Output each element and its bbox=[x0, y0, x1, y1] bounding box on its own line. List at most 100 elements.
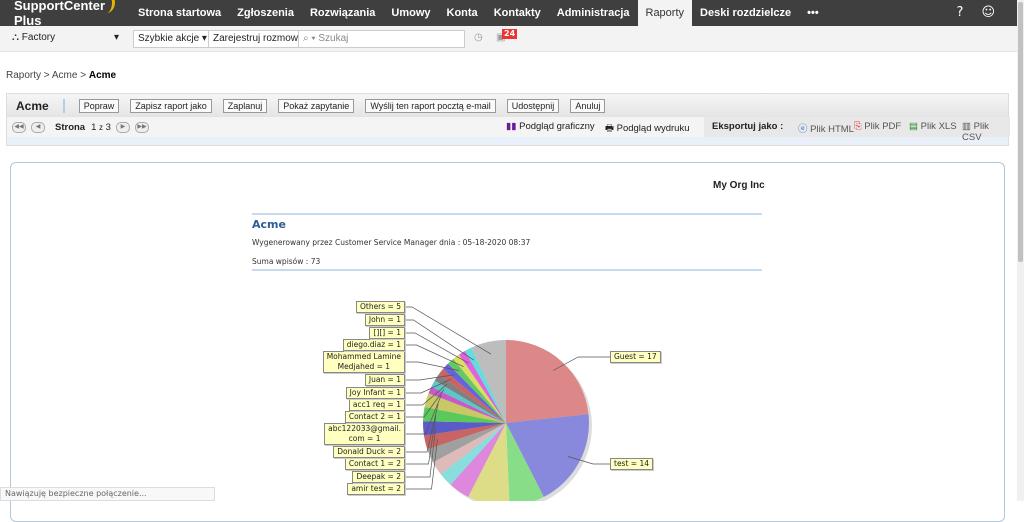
app-logo[interactable]: SupportCenter Plus bbox=[0, 0, 130, 28]
leader-line bbox=[405, 332, 469, 364]
export-bar: Eksportuj jako : ⓔ Plik HTML ⎘ Plik PDF … bbox=[704, 117, 1010, 143]
nav-tab-1[interactable]: Zgłoszenia bbox=[237, 7, 294, 19]
vertical-scrollbar[interactable] bbox=[1017, 0, 1024, 501]
report-panel: Acme Popraw Zapisz raport jako Zaplanuj Pok… bbox=[6, 93, 1010, 146]
slice-label: abc122033@gmail. com = 1 bbox=[324, 423, 405, 445]
toolbar: ⛬ Factory ▾ Szybkie akcje ▾ Zarejestruj r… bbox=[0, 26, 1017, 52]
report-button-0[interactable]: Popraw bbox=[78, 98, 120, 113]
pie-slice bbox=[424, 393, 506, 423]
user-profile-icon[interactable]: ☺ bbox=[981, 5, 995, 20]
slice-label: Contact 1 = 2 bbox=[344, 458, 405, 470]
next-page-button[interactable]: ▶ bbox=[115, 121, 130, 133]
log-call-button[interactable]: Zarejestruj rozmowę bbox=[208, 30, 309, 48]
pie-slice bbox=[434, 374, 506, 423]
search-input[interactable]: ⌕ ▾ Szukaj bbox=[298, 30, 465, 48]
report-button-2[interactable]: Zaplanuj bbox=[222, 98, 268, 113]
pie-slice bbox=[465, 347, 506, 423]
slice-label: John = 1 bbox=[364, 314, 405, 326]
slice-label: test = 14 bbox=[610, 458, 653, 470]
nav-tab-0[interactable]: Strona startowa bbox=[138, 7, 222, 19]
html-file-icon: ⓔ bbox=[798, 124, 811, 135]
slice-label: [][] = 1 bbox=[369, 327, 405, 339]
pie-slice bbox=[443, 363, 506, 423]
generated-info: Wygenerowany przez Customer Service Mana… bbox=[252, 238, 531, 247]
export-html[interactable]: ⓔ Plik HTML bbox=[798, 124, 854, 135]
slice-label: Juan = 1 bbox=[364, 374, 405, 386]
report-button-1[interactable]: Zapisz raport jako bbox=[130, 98, 212, 113]
pie-chart bbox=[405, 306, 610, 501]
export-xls[interactable]: ▤ Plik XLS bbox=[909, 121, 957, 132]
export-pdf[interactable]: ⎘ Plik PDF bbox=[854, 121, 902, 132]
leader-line bbox=[552, 356, 610, 371]
report-title: Acme bbox=[16, 98, 65, 113]
pie-slice bbox=[440, 423, 506, 485]
leader-line bbox=[405, 403, 439, 453]
report-button-4[interactable]: Wyślij ten raport pocztą e-mail bbox=[365, 98, 496, 113]
csv-file-icon: ▥ bbox=[962, 121, 974, 132]
pie-slice bbox=[468, 423, 510, 501]
report-button-3[interactable]: Pokaż zapytanie bbox=[278, 98, 355, 113]
nav-tab-7[interactable]: Raporty bbox=[637, 0, 693, 26]
slice-label: Donald Duck = 2 bbox=[333, 446, 405, 458]
slice-label: diego.diaz = 1 bbox=[342, 339, 405, 351]
slice-label: Others = 5 bbox=[355, 301, 405, 313]
print-view-link[interactable]: 🖶 Podgląd wydruku bbox=[605, 123, 690, 134]
graph-view-link[interactable]: ▮▮ Podgląd graficzny bbox=[506, 121, 595, 132]
slice-label: amir test = 2 bbox=[347, 483, 405, 495]
leader-line bbox=[405, 319, 475, 361]
pie-slice bbox=[506, 423, 544, 501]
report-button-5[interactable]: Udostępnij bbox=[506, 98, 560, 113]
slice-label: Guest = 17 bbox=[610, 351, 661, 363]
announcement-icon[interactable]: ▣ bbox=[496, 32, 506, 43]
sitemap-icon: ⛬ bbox=[12, 32, 22, 43]
pie-slice bbox=[453, 354, 506, 423]
printer-icon: 🖶 bbox=[605, 123, 617, 134]
leader-line bbox=[405, 379, 451, 394]
export-csv[interactable]: ▥ Plik CSV bbox=[962, 121, 989, 143]
pie-slice bbox=[447, 358, 506, 423]
main-nav: Strona startowa Zgłoszenia Rozwiązania Umow… bbox=[130, 0, 827, 26]
slice-label: Joy Infant = 1 bbox=[345, 387, 405, 399]
leader-line bbox=[405, 389, 445, 418]
nav-tab-4[interactable]: Konta bbox=[446, 7, 478, 19]
nav-tab-9[interactable]: ••• bbox=[807, 7, 819, 19]
nav-tab-2[interactable]: Rozwiązania bbox=[309, 7, 376, 19]
notification-badge: 24 bbox=[502, 29, 518, 39]
leader-line bbox=[405, 415, 437, 465]
breadcrumb-acme[interactable]: Acme bbox=[51, 70, 78, 81]
org-name: My Org Inc bbox=[713, 180, 765, 191]
last-page-button[interactable]: ▶▶ bbox=[134, 121, 149, 133]
total-records: Suma wpisów : 73 bbox=[252, 257, 321, 266]
pie-slice bbox=[422, 421, 506, 436]
nav-tab-6[interactable]: Administracja bbox=[556, 7, 630, 19]
pdf-file-icon: ⎘ bbox=[854, 121, 865, 132]
prev-page-button[interactable]: ◀ bbox=[31, 121, 45, 133]
slice-label: acc1 req = 1 bbox=[348, 399, 405, 411]
nav-tab-8[interactable]: Deski rozdzielcze bbox=[700, 7, 792, 19]
leader-line bbox=[405, 344, 464, 367]
breadcrumb-reports[interactable]: Raporty bbox=[6, 70, 42, 81]
leader-line bbox=[405, 384, 448, 406]
bar-chart-icon: ▮▮ bbox=[506, 121, 520, 132]
help-icon[interactable]: ? bbox=[956, 5, 964, 20]
leader-line bbox=[405, 439, 438, 490]
report-button-6[interactable]: Anuluj bbox=[570, 98, 606, 113]
site-selector[interactable]: ⛬ Factory ▾ bbox=[12, 30, 119, 48]
pie-slice bbox=[458, 350, 506, 423]
pie-slice bbox=[450, 423, 506, 497]
pie-slice bbox=[427, 423, 506, 463]
breadcrumb: Raporty > Acme > Acme bbox=[6, 70, 117, 81]
nav-tab-5[interactable]: Kontakty bbox=[493, 7, 541, 19]
pie-slice bbox=[438, 368, 506, 423]
leader-line bbox=[405, 427, 436, 478]
search-icon: ⌕ ▾ bbox=[303, 33, 319, 44]
pie-slice bbox=[471, 340, 506, 423]
pie-slice bbox=[506, 340, 589, 423]
first-page-button[interactable]: ◀◀ bbox=[12, 121, 26, 133]
top-nav-bar: SupportCenter Plus Strona startowa Zgłosz… bbox=[0, 0, 1017, 28]
reminder-icon[interactable]: ◷ bbox=[474, 32, 483, 43]
leader-line bbox=[405, 374, 455, 381]
nav-tab-3[interactable]: Umowy bbox=[391, 7, 431, 19]
pie-slice bbox=[432, 423, 506, 475]
leader-line bbox=[405, 394, 442, 435]
